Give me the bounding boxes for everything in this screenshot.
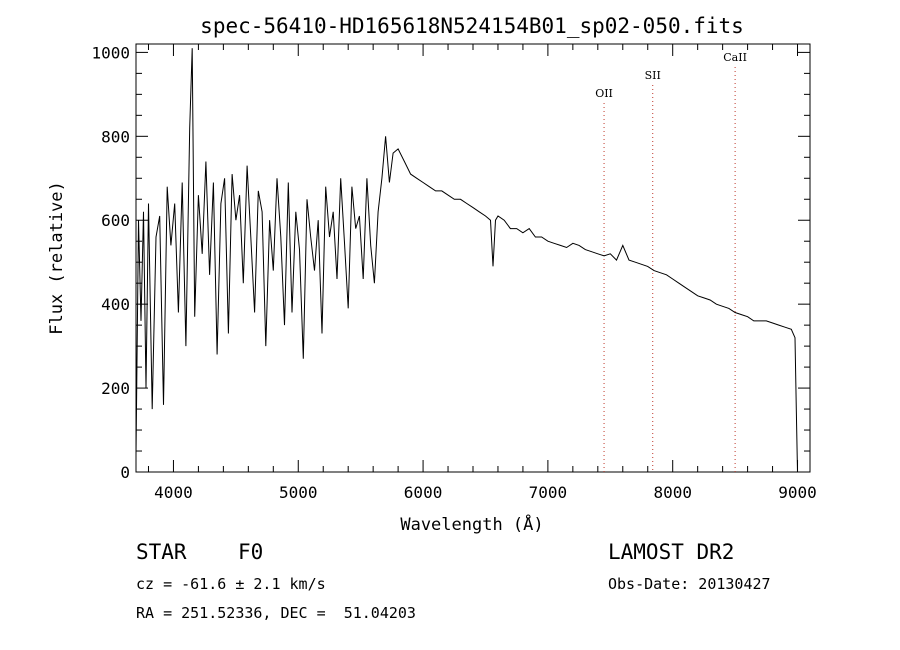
- annotation-label: OII: [595, 87, 613, 100]
- x-tick-label: 8000: [653, 483, 692, 502]
- axis-ticks: [136, 44, 810, 473]
- y-tick-label: 0: [120, 463, 130, 482]
- y-tick-label: 800: [101, 127, 130, 146]
- y-tick-labels: 0 200 400 600 800 1000: [91, 43, 130, 482]
- redshift-velocity: cz = -61.6 ± 2.1 km/s: [136, 575, 326, 593]
- x-tick-label: 4000: [154, 483, 193, 502]
- y-tick-label: 600: [101, 211, 130, 230]
- x-tick-label: 5000: [279, 483, 318, 502]
- x-tick-label: 9000: [778, 483, 817, 502]
- survey-name: LAMOST DR2: [608, 540, 735, 564]
- object-type: STAR: [136, 540, 187, 564]
- x-axis-label: Wavelength (Å): [400, 513, 543, 535]
- coordinates: RA = 251.52336, DEC = 51.04203: [136, 604, 416, 622]
- plot-frame: [135, 43, 811, 473]
- y-tick-label: 400: [101, 295, 130, 314]
- line-annotations: OII SII CaII: [595, 51, 747, 472]
- chart-title: spec-56410-HD165618N524154B01_sp02-050.f…: [200, 14, 744, 38]
- annotation-label: SII: [645, 69, 661, 82]
- annotation-label: CaII: [723, 51, 747, 64]
- x-tick-label: 7000: [529, 483, 568, 502]
- y-axis-label: Flux (relative): [47, 181, 67, 335]
- observation-date: Obs-Date: 20130427: [608, 575, 771, 593]
- x-tick-label: 6000: [404, 483, 443, 502]
- spectral-subclass: F0: [238, 540, 264, 564]
- y-tick-label: 200: [101, 379, 130, 398]
- spectrum-line: [135, 48, 798, 473]
- x-tick-labels: 4000 5000 6000 7000 8000 9000: [154, 483, 817, 502]
- y-tick-label: 1000: [91, 43, 130, 62]
